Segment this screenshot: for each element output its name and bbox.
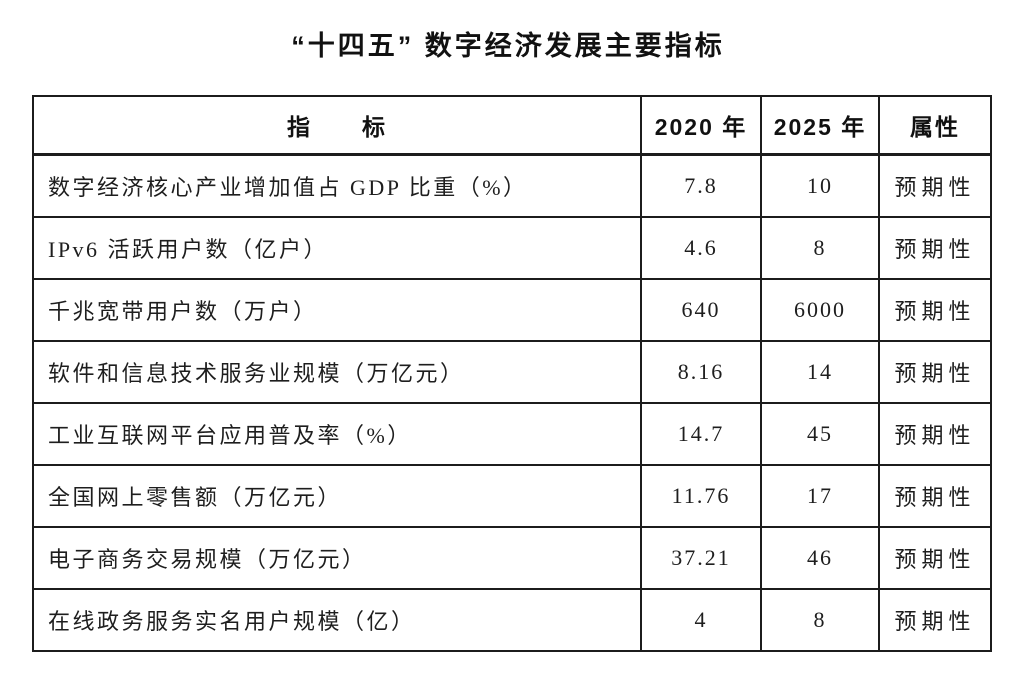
value-2025-cell: 46 xyxy=(760,526,880,590)
attribute-cell: 预期性 xyxy=(878,526,992,590)
value-2020-cell: 7.8 xyxy=(640,153,762,218)
value-2020-cell: 37.21 xyxy=(640,526,762,590)
value-2020-cell: 4 xyxy=(640,588,762,652)
table-row: 数字经济核心产业增加值占 GDP 比重（%） 7.8 10 预期性 xyxy=(32,153,992,218)
value-2020-cell: 8.16 xyxy=(640,340,762,404)
value-2025-cell: 14 xyxy=(760,340,880,404)
attribute-cell: 预期性 xyxy=(878,278,992,342)
indicator-cell: 数字经济核心产业增加值占 GDP 比重（%） xyxy=(32,153,642,218)
attribute-cell: 预期性 xyxy=(878,464,992,528)
attribute-cell: 预期性 xyxy=(878,402,992,466)
value-2020-cell: 14.7 xyxy=(640,402,762,466)
table-row: 电子商务交易规模（万亿元） 37.21 46 预期性 xyxy=(32,526,992,590)
table-row: 工业互联网平台应用普及率（%） 14.7 45 预期性 xyxy=(32,402,992,466)
attribute-cell: 预期性 xyxy=(878,216,992,280)
indicator-cell: 软件和信息技术服务业规模（万亿元） xyxy=(32,340,642,404)
indicator-table: 指 标 2020 年 2025 年 属性 数字经济核心产业增加值占 GDP 比重… xyxy=(32,95,992,652)
value-2025-cell: 8 xyxy=(760,588,880,652)
table-body: 数字经济核心产业增加值占 GDP 比重（%） 7.8 10 预期性 IPv6 活… xyxy=(32,153,992,652)
value-2020-cell: 4.6 xyxy=(640,216,762,280)
attribute-cell: 预期性 xyxy=(878,153,992,218)
value-2025-cell: 10 xyxy=(760,153,880,218)
table-row: 千兆宽带用户数（万户） 640 6000 预期性 xyxy=(32,278,992,342)
value-2025-cell: 6000 xyxy=(760,278,880,342)
header-indicator: 指 标 xyxy=(32,95,642,156)
page-title: “十四五” 数字经济发展主要指标 xyxy=(291,31,725,61)
table-row: 软件和信息技术服务业规模（万亿元） 8.16 14 预期性 xyxy=(32,340,992,404)
indicator-cell: 在线政务服务实名用户规模（亿） xyxy=(32,588,642,652)
value-2025-cell: 8 xyxy=(760,216,880,280)
indicator-cell: 工业互联网平台应用普及率（%） xyxy=(32,402,642,466)
header-row: 指 标 2020 年 2025 年 属性 xyxy=(32,95,992,156)
table-row: 在线政务服务实名用户规模（亿） 4 8 预期性 xyxy=(32,588,992,652)
header-attribute: 属性 xyxy=(878,95,992,156)
value-2020-cell: 11.76 xyxy=(640,464,762,528)
value-2020-cell: 640 xyxy=(640,278,762,342)
indicator-cell: 电子商务交易规模（万亿元） xyxy=(32,526,642,590)
attribute-cell: 预期性 xyxy=(878,340,992,404)
header-year-2025: 2025 年 xyxy=(760,95,880,156)
indicator-cell: 全国网上零售额（万亿元） xyxy=(32,464,642,528)
table-header: 指 标 2020 年 2025 年 属性 xyxy=(32,95,992,156)
table-row: IPv6 活跃用户数（亿户） 4.6 8 预期性 xyxy=(32,216,992,280)
indicator-cell: IPv6 活跃用户数（亿户） xyxy=(32,216,642,280)
attribute-cell: 预期性 xyxy=(878,588,992,652)
indicator-cell: 千兆宽带用户数（万户） xyxy=(32,278,642,342)
table-row: 全国网上零售额（万亿元） 11.76 17 预期性 xyxy=(32,464,992,528)
value-2025-cell: 45 xyxy=(760,402,880,466)
header-year-2020: 2020 年 xyxy=(640,95,762,156)
value-2025-cell: 17 xyxy=(760,464,880,528)
